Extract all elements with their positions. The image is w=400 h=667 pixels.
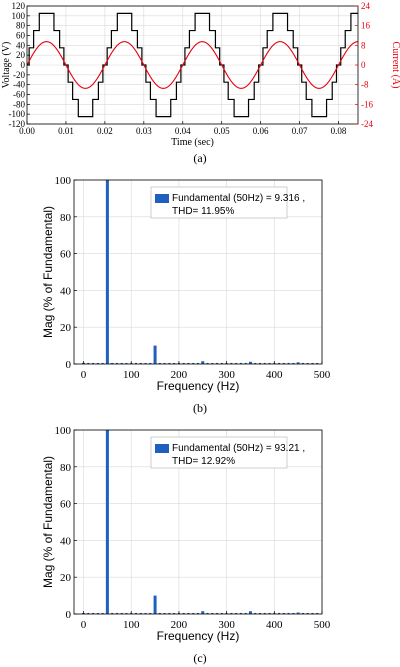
x-tick-label: 100 xyxy=(123,369,140,381)
y-tick-label: 60 xyxy=(60,249,72,261)
x-tick-label: 400 xyxy=(266,369,283,381)
y-tick-label: -60 xyxy=(13,90,25,100)
y-tick-label: 0 xyxy=(66,359,72,371)
y-tick-label: 20 xyxy=(60,572,72,584)
spectrum-chart-c: 0 20 40 60 80 100 0 100 200 300 400 500 Frequency (H… xyxy=(41,425,331,665)
y-tick-label: 20 xyxy=(16,50,26,60)
y-tick-label: 100 xyxy=(12,11,26,21)
x-tick-label: 0.02 xyxy=(97,126,113,136)
legend-line-1: Fundamental (50Hz) = 93.21 , xyxy=(172,443,305,454)
spectrum-bar xyxy=(201,361,205,364)
y-tick-label: 60 xyxy=(60,499,72,511)
current-series xyxy=(26,41,358,89)
y-tick-label: -40 xyxy=(13,80,25,90)
panel-label: (c) xyxy=(193,651,206,665)
spectrum-bar xyxy=(296,612,300,614)
voltage-series xyxy=(27,12,358,118)
y-tick-label: -100 xyxy=(9,109,26,119)
legend-swatch xyxy=(155,194,169,203)
y-axis-title: Mag (% of Fundamental) xyxy=(41,206,55,338)
y-tick-label: -20 xyxy=(13,70,25,80)
x-tick-label: 0.05 xyxy=(214,126,230,136)
x-tick-label: 300 xyxy=(218,619,235,631)
spectrum-bar xyxy=(248,361,252,364)
y-tick-label: 20 xyxy=(60,322,72,334)
y-axis-title: Mag (% of Fundamental) xyxy=(41,456,55,588)
legend-swatch xyxy=(155,444,169,453)
x-tick-label: 0.07 xyxy=(292,126,308,136)
y2-axis-title: Current (A) xyxy=(390,42,400,89)
x-tick-label: 0.06 xyxy=(253,126,269,136)
y2-tick-label: -24 xyxy=(361,119,373,129)
x-tick-label: 500 xyxy=(314,619,331,631)
x-tick-label: 0 xyxy=(81,619,87,631)
spectrum-bar xyxy=(105,180,109,364)
legend-box xyxy=(150,436,288,469)
y2-tick-label: 24 xyxy=(361,1,371,11)
x-axis-title: Frequency (Hz) xyxy=(157,629,240,643)
y2-tick-label: -16 xyxy=(361,99,373,109)
y-tick-label: 40 xyxy=(60,535,72,547)
x-tick-label: 400 xyxy=(266,619,283,631)
y-tick-label: 60 xyxy=(16,31,26,41)
plot-frame xyxy=(73,429,323,615)
spectrum-bar xyxy=(153,345,157,364)
y-tick-label: 100 xyxy=(55,425,72,437)
spectrum-chart-b: 0 20 40 60 80 100 0 100 200 300 400 500 Frequency (H… xyxy=(41,175,331,415)
spectrum-bar xyxy=(201,611,205,614)
x-tick-label: 100 xyxy=(123,619,140,631)
spectrum-bar xyxy=(110,363,114,364)
y-tick-label: 0 xyxy=(21,60,26,70)
spectrum-bar xyxy=(105,430,109,614)
y-tick-label: 120 xyxy=(12,1,26,11)
x-tick-label: 0.00 xyxy=(19,126,35,136)
x-tick-label: 200 xyxy=(171,369,188,381)
y-tick-label: 80 xyxy=(16,21,26,31)
x-tick-label: 500 xyxy=(314,369,331,381)
y-tick-label: 80 xyxy=(60,212,72,224)
legend-line-2: THD= 12.92% xyxy=(172,456,235,467)
legend-box xyxy=(150,186,288,219)
legend-line-1: Fundamental (50Hz) = 9.316 , xyxy=(172,193,305,204)
x-tick-label: 0.01 xyxy=(58,126,74,136)
y-axis-title: Voltage (V) xyxy=(1,42,12,89)
y2-tick-label: 0 xyxy=(361,60,366,70)
y-tick-label: 100 xyxy=(55,175,72,187)
spectrum-bar xyxy=(296,362,300,364)
y2-tick-label: 8 xyxy=(361,40,366,50)
y-tick-label: -120 xyxy=(9,119,26,129)
legend-line-2: THD= 11.95% xyxy=(172,206,234,217)
waveform-chart: 120100806040200-20-40-60-80-100-12024168… xyxy=(1,1,400,165)
panel-label: (b) xyxy=(193,401,207,415)
spectrum-bar xyxy=(248,611,252,614)
spectrum-bar xyxy=(153,595,157,614)
x-tick-label: 0 xyxy=(81,369,87,381)
plot-frame xyxy=(73,179,323,365)
y-tick-label: -80 xyxy=(13,99,25,109)
y2-tick-label: -8 xyxy=(361,80,369,90)
y-tick-label: 40 xyxy=(60,285,72,297)
y-tick-label: 40 xyxy=(16,40,26,50)
panel-label: (a) xyxy=(193,151,206,165)
x-tick-label: 300 xyxy=(218,369,235,381)
x-tick-label: 200 xyxy=(171,619,188,631)
y2-tick-label: 16 xyxy=(361,21,371,31)
x-axis-title: Frequency (Hz) xyxy=(157,379,240,393)
y-tick-label: 80 xyxy=(60,462,72,474)
x-tick-label: 0.04 xyxy=(175,126,191,136)
x-tick-label: 0.03 xyxy=(136,126,152,136)
y-tick-label: 0 xyxy=(66,609,72,621)
x-axis-title: Time (sec) xyxy=(171,137,214,148)
x-tick-label: 0.08 xyxy=(331,126,347,136)
